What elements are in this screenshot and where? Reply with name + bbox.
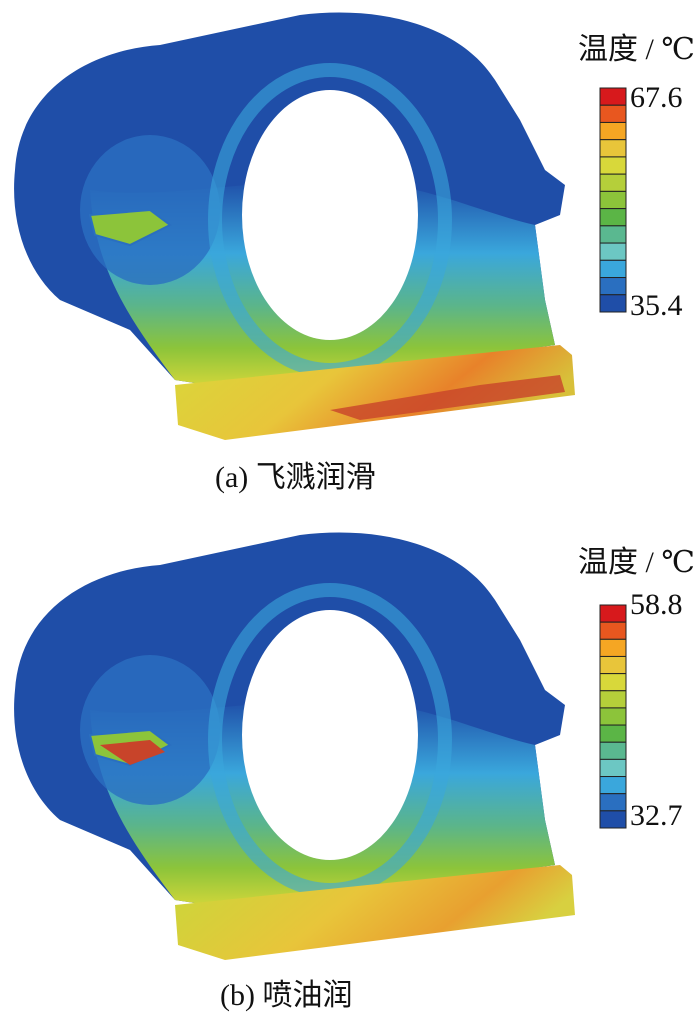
max-label: 67.6 [630,81,683,114]
max-label: 58.8 [630,588,683,621]
colorbar-band [599,638,627,657]
colorbar-band [599,690,627,709]
min-label: 32.7 [630,799,683,832]
colorbar-band [599,173,627,192]
rendering [14,13,565,390]
colorbar-band [599,104,627,123]
colorbar-band [599,621,627,640]
colorbar-band [599,707,627,726]
rendering [14,533,565,910]
legend-title: 温度 / ℃ [578,546,695,579]
base-plate [175,865,575,960]
colorbar-band [599,156,627,175]
colorbar-band [599,277,627,296]
colorbar-band [599,139,627,158]
colorbar-band [599,810,627,829]
panel-a: 温度 / ℃ 67.6 35.4 (a) 飞溅润滑 [14,13,695,494]
colorbar-band [599,259,627,279]
panel-b [14,533,575,960]
hot-zone [100,740,165,765]
colorbar-band [599,793,627,812]
colorbar-band [599,87,627,106]
colorbar-band [599,655,627,675]
caption: (a) 飞溅润滑 [215,461,376,494]
colorbar-band [599,208,627,227]
colorbar [599,604,627,829]
colorbar-band [599,741,627,760]
colorbar-band [599,776,627,795]
base-plate [175,345,575,440]
colorbar-band [599,724,627,743]
colorbar-band [599,225,627,244]
colorbar-band [599,604,627,623]
colorbar-band [599,190,627,210]
colorbar-band [599,121,627,141]
colorbar-band [599,242,627,261]
colorbar-band [599,673,627,692]
legend-title: 温度 / ℃ [578,33,695,66]
hot-zone [330,375,565,420]
colorbar-band [599,758,627,778]
caption: (b) 喷油润 [220,979,352,1012]
colorbar [599,87,627,313]
colorbar-band [599,294,627,313]
min-label: 35.4 [630,289,683,322]
